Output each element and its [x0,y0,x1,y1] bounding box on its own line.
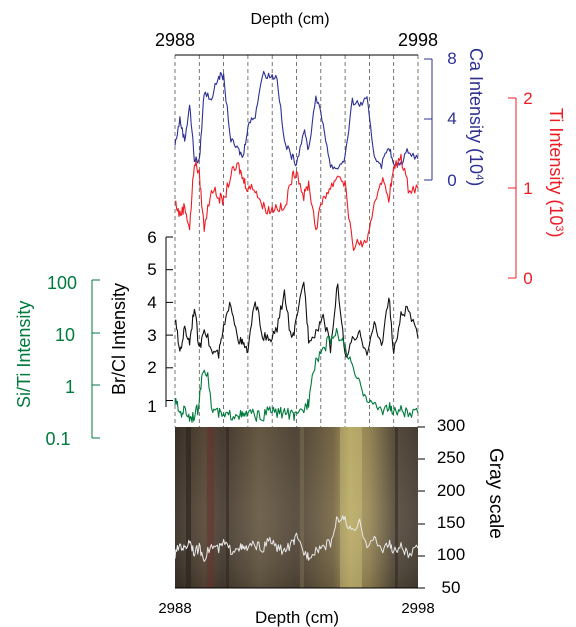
brcl-tick-5: 5 [147,260,156,279]
ca-tick-4: 4 [447,109,456,128]
siti-tick-0.1: 0.1 [45,429,70,449]
ca-tick-0: 0 [447,171,456,190]
top-x-axis: Depth (cm) 2988 2998 [155,11,438,56]
gray-tick-200: 200 [437,481,465,500]
gray-axis: 300 250 200 150 100 50 Gray scale [418,416,506,597]
brcl-tick-2: 2 [147,358,156,377]
ca-axis-title: Ca Intensity (104) [466,48,486,186]
gray-tick-250: 250 [437,448,465,467]
ca-series-line [174,70,419,170]
core-photo [175,427,418,588]
ti-tick-1: 1 [523,179,532,198]
series-layer [174,70,419,562]
ti-tick-0: 0 [523,269,532,288]
bottom-axis-tick-start: 2988 [158,600,191,617]
siti-tick-1: 1 [65,377,75,397]
siti-axis-title: Si/Ti Intensity [14,301,34,408]
ca-axis: 8 4 0 Ca Intensity (104) [424,48,486,190]
brcl-axis: 6 5 4 3 2 1 Br/Cl Intensity [109,228,173,416]
brcl-tick-6: 6 [147,228,156,247]
gray-tick-100: 100 [437,545,465,564]
ti-tick-2: 2 [523,89,532,108]
ti-series-line [174,153,419,252]
ca-tick-8: 8 [447,49,456,68]
siti-tick-10: 10 [55,325,75,345]
siti-tick-100: 100 [47,273,77,293]
vertical-gridlines [174,55,419,427]
ti-axis-title: Ti Intensity (103) [546,108,566,238]
brcl-tick-3: 3 [147,326,156,345]
gray-tick-50: 50 [442,578,461,597]
top-axis-tick-end: 2998 [398,30,438,50]
bottom-axis-title: Depth (cm) [255,608,339,627]
siti-axis: 100 10 1 0.1 Si/Ti Intensity [14,273,100,449]
gray-axis-title: Gray scale [485,448,506,539]
brcl-tick-4: 4 [147,293,156,312]
bottom-x-axis: 2988 2998 Depth (cm) [158,587,435,627]
brcl-tick-1: 1 [147,397,156,416]
gray-series-line [174,515,419,562]
ti-axis: 2 1 0 Ti Intensity (103) [508,89,566,288]
top-axis-tick-start: 2988 [155,30,195,50]
top-axis-title: Depth (cm) [250,11,329,28]
siti-series-line [174,327,419,423]
gray-tick-300: 300 [437,416,465,435]
gray-tick-150: 150 [437,513,465,532]
bottom-axis-tick-end: 2998 [401,600,434,617]
brcl-series-line [174,281,419,359]
brcl-axis-title: Br/Cl Intensity [109,283,129,395]
